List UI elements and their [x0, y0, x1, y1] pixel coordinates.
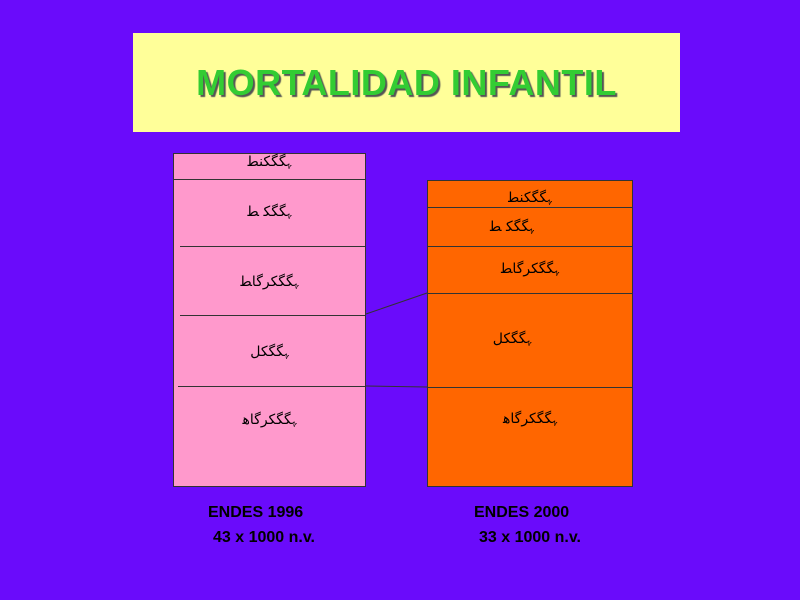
segment-divider	[428, 387, 632, 388]
segment-label: ﮩﮕﮕﮑﻞ	[492, 331, 532, 347]
segment-divider	[428, 293, 632, 294]
caption-survey-2000: ENDES 2000	[474, 504, 570, 521]
segment-label: ﮩﮕﮕﮑﻨﻄ	[508, 190, 552, 206]
segment-label: ﮩﮕﮕﮑﺮﮔﺎﻫ	[503, 411, 557, 427]
caption-survey-1996: ENDES 1996	[208, 504, 304, 521]
segment-divider	[428, 246, 632, 247]
segment-divider	[180, 315, 365, 316]
caption-rate-2000: 33 x 1000 n.v.	[479, 529, 581, 546]
segment-label: ﮩﮕﮕﮑﻞ	[250, 344, 289, 360]
column-endes-1996: ﮩﮕﮕﮑﻨﻄ ﮩﮕﮕﮑ ﻄ ﮩﮕﮕﮑﺮﮔﺎﻄ ﮩﮕﮕﮑﻞ ﮩﮕﮕﮑﺮﮔﺎﻫ	[173, 153, 366, 487]
segment-label: ﮩﮕﮕﮑﺮﮔﺎﻄ	[240, 274, 299, 290]
connector-line-upper	[365, 292, 428, 315]
page-title: MORTALIDAD INFANTIL	[196, 61, 617, 103]
segment-divider	[428, 207, 632, 208]
segment-label: ﮩﮕﮕﮑ ﻄ	[490, 219, 534, 235]
caption-rate-1996: 43 x 1000 n.v.	[213, 529, 315, 546]
title-box: MORTALIDAD INFANTIL	[133, 33, 680, 132]
segment-divider	[180, 246, 365, 247]
segment-label: ﮩﮕﮕﮑﺮﮔﺎﻫ	[242, 412, 297, 428]
column-endes-2000: ﮩﮕﮕﮑﻨﻄ ﮩﮕﮕﮑ ﻄ ﮩﮕﮕﮑﺮﮔﺎﻄ ﮩﮕﮕﮑﻞ ﮩﮕﮕﮑﺮﮔﺎﻫ	[427, 180, 633, 487]
segment-label: ﮩﮕﮕﮑﻨﻄ	[247, 154, 292, 170]
segment-divider	[178, 386, 365, 387]
segment-label: ﮩﮕﮕﮑﺮﮔﺎﻄ	[500, 261, 560, 277]
connector-line-lower	[365, 385, 428, 388]
segment-label: ﮩﮕﮕﮑ ﻄ	[247, 204, 292, 220]
segment-divider	[174, 179, 365, 180]
